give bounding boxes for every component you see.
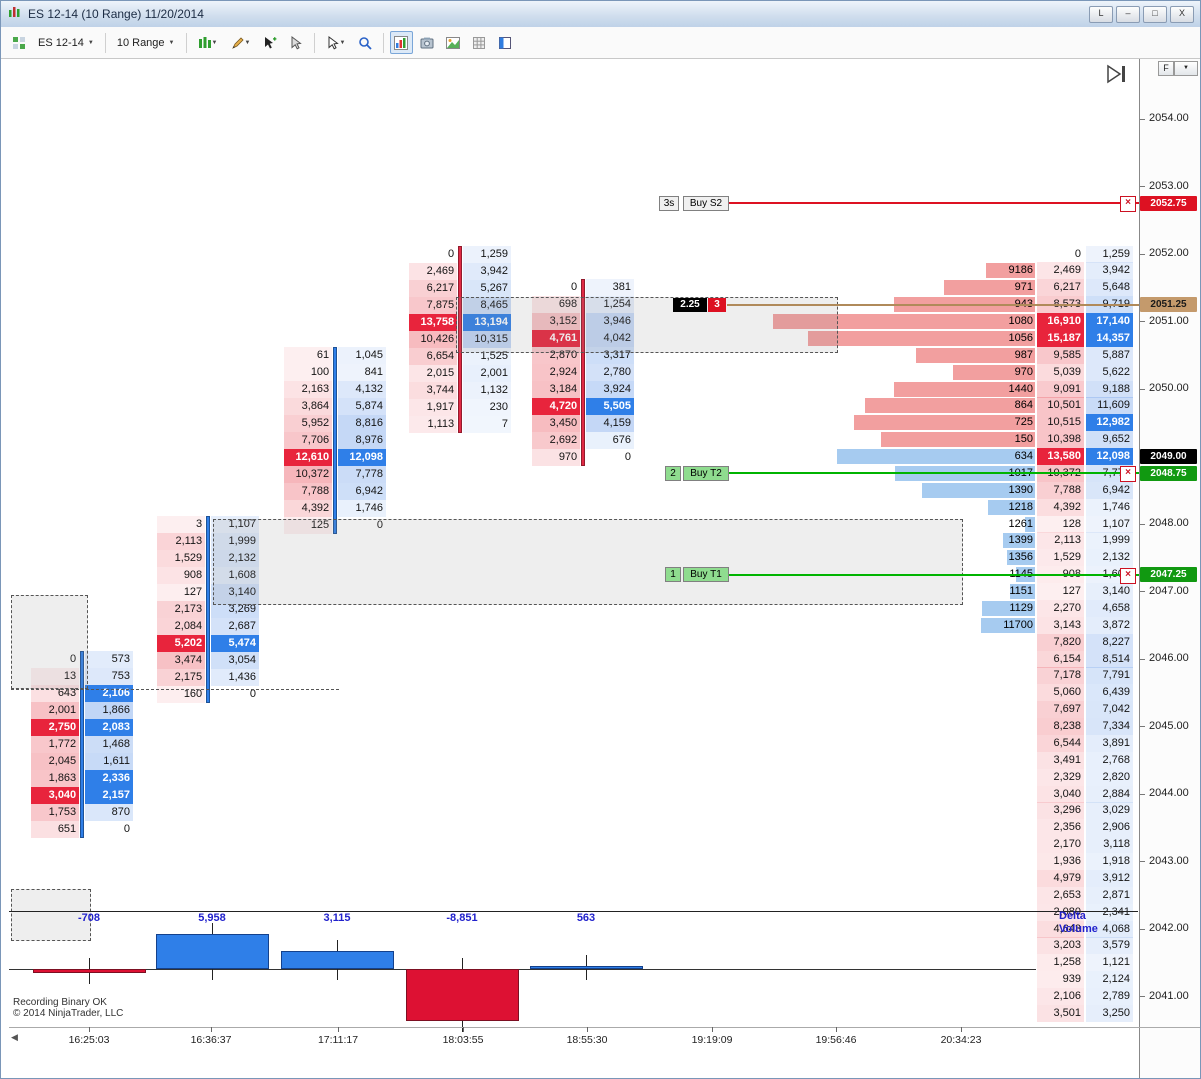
status-text: Recording Binary OK © 2014 NinjaTrader, … <box>13 997 123 1019</box>
price-tick-label: 2051.00 <box>1149 314 1189 327</box>
toolbar-separator <box>104 32 106 53</box>
recording-status: Recording Binary OK <box>13 997 107 1008</box>
price-tick <box>1140 456 1145 457</box>
price-axis-pane[interactable]: 2054.00 2053.00 2052.00 2051.00 2050.00 2049.… <box>1139 58 1200 1078</box>
instrument-selector-label: ES 12-14 <box>38 36 84 49</box>
close-button[interactable]: X <box>1170 5 1194 23</box>
window-buttons: L – □ X <box>1086 5 1194 23</box>
connection-grid-icon[interactable] <box>7 31 30 54</box>
toolbar-separator <box>185 32 187 53</box>
price-tick <box>1140 118 1145 120</box>
app-icon <box>7 5 22 24</box>
title-bar: ES 12-14 (10 Range) 11/20/2014 L – □ X <box>1 1 1200 28</box>
pointer-icon[interactable]: ▼ <box>321 31 351 54</box>
price-tick-label: 2053.00 <box>1149 179 1189 192</box>
price-tick-label: 2043.00 <box>1149 854 1189 867</box>
price-tick <box>1140 658 1145 660</box>
price-tick-label: 2046.00 <box>1149 652 1189 664</box>
f-button[interactable]: F <box>1158 61 1174 76</box>
zoom-icon[interactable] <box>354 31 377 54</box>
cursor-icon[interactable] <box>285 31 308 54</box>
toolbar-separator <box>313 32 315 53</box>
chart-style-icon[interactable]: ▼ <box>193 31 223 54</box>
time-label: 19:56:46 <box>815 1034 857 1046</box>
time-label: 20:34:23 <box>940 1034 982 1046</box>
go-to-latest-button[interactable] <box>1105 64 1129 89</box>
price-tick-label: 2044.00 <box>1149 787 1189 799</box>
price-tick-label: 2042.00 <box>1149 922 1189 934</box>
time-label: 18:03:55 <box>442 1034 484 1046</box>
chevron-down-icon: ▼ <box>168 39 175 46</box>
window-title: ES 12-14 (10 Range) 11/20/2014 <box>28 7 204 21</box>
time-label: 17:11:17 <box>317 1034 359 1046</box>
price-tick-label: 2052.00 <box>1149 247 1189 259</box>
price-tick-label: 2048.00 <box>1149 517 1189 529</box>
price-tick-label: 2045.00 <box>1149 719 1189 732</box>
grid-icon[interactable] <box>468 31 491 54</box>
time-label: 19:19:09 <box>691 1034 733 1046</box>
price-tick <box>1140 928 1145 930</box>
data-series-icon[interactable] <box>389 31 413 54</box>
link-button[interactable]: L <box>1089 5 1113 23</box>
chart-image-icon[interactable] <box>442 31 465 54</box>
price-tick-label: 2050.00 <box>1149 382 1189 394</box>
panel-icon[interactable] <box>494 31 517 54</box>
minimize-button[interactable]: – <box>1116 5 1140 23</box>
toolbar-separator <box>382 32 384 53</box>
price-tick <box>1140 388 1145 390</box>
price-tick-label: 2054.00 <box>1149 112 1189 124</box>
price-tick <box>1140 186 1145 187</box>
toolbar: ES 12-14 ▼ 10 Range ▼ ▼ ▼ ▼ <box>1 27 1200 59</box>
price-tick <box>1140 591 1145 592</box>
time-label: 16:25:03 <box>68 1034 110 1046</box>
price-tick <box>1140 321 1145 322</box>
price-tick <box>1140 253 1145 255</box>
time-label: 16:36:37 <box>190 1034 232 1046</box>
price-tick-label: 2049.00 <box>1149 449 1189 462</box>
chevron-down-icon: ▼ <box>244 39 251 46</box>
price-tick <box>1140 861 1145 862</box>
chevron-down-icon: ▼ <box>339 39 346 46</box>
maximize-button[interactable]: □ <box>1143 5 1167 23</box>
cursor-add-icon[interactable] <box>259 31 282 54</box>
price-tick <box>1140 793 1145 795</box>
time-label: 18:55:30 <box>566 1034 608 1046</box>
period-selector-label: 10 Range <box>116 36 165 49</box>
snapshot-icon[interactable] <box>416 31 439 54</box>
axis-dropdown-button[interactable]: ▼ <box>1174 61 1198 76</box>
price-tick <box>1140 726 1145 727</box>
drawing-tools-icon[interactable]: ▼ <box>226 31 256 54</box>
chart-canvas[interactable] <box>9 58 1139 1028</box>
price-tick-label: 2041.00 <box>1149 989 1189 1002</box>
scroll-left-arrow[interactable]: ◀ <box>11 1032 18 1042</box>
chevron-down-icon: ▼ <box>87 39 94 46</box>
price-tick-label: 2047.00 <box>1149 584 1189 597</box>
chevron-down-icon: ▼ <box>211 39 218 46</box>
period-selector[interactable]: 10 Range ▼ <box>112 35 180 51</box>
delta-volume-label: Delta Volume <box>1059 910 1098 935</box>
instrument-selector[interactable]: ES 12-14 ▼ <box>33 35 99 51</box>
price-tick <box>1140 523 1145 525</box>
price-tick <box>1140 996 1145 997</box>
copyright: © 2014 NinjaTrader, LLC <box>13 1008 124 1019</box>
